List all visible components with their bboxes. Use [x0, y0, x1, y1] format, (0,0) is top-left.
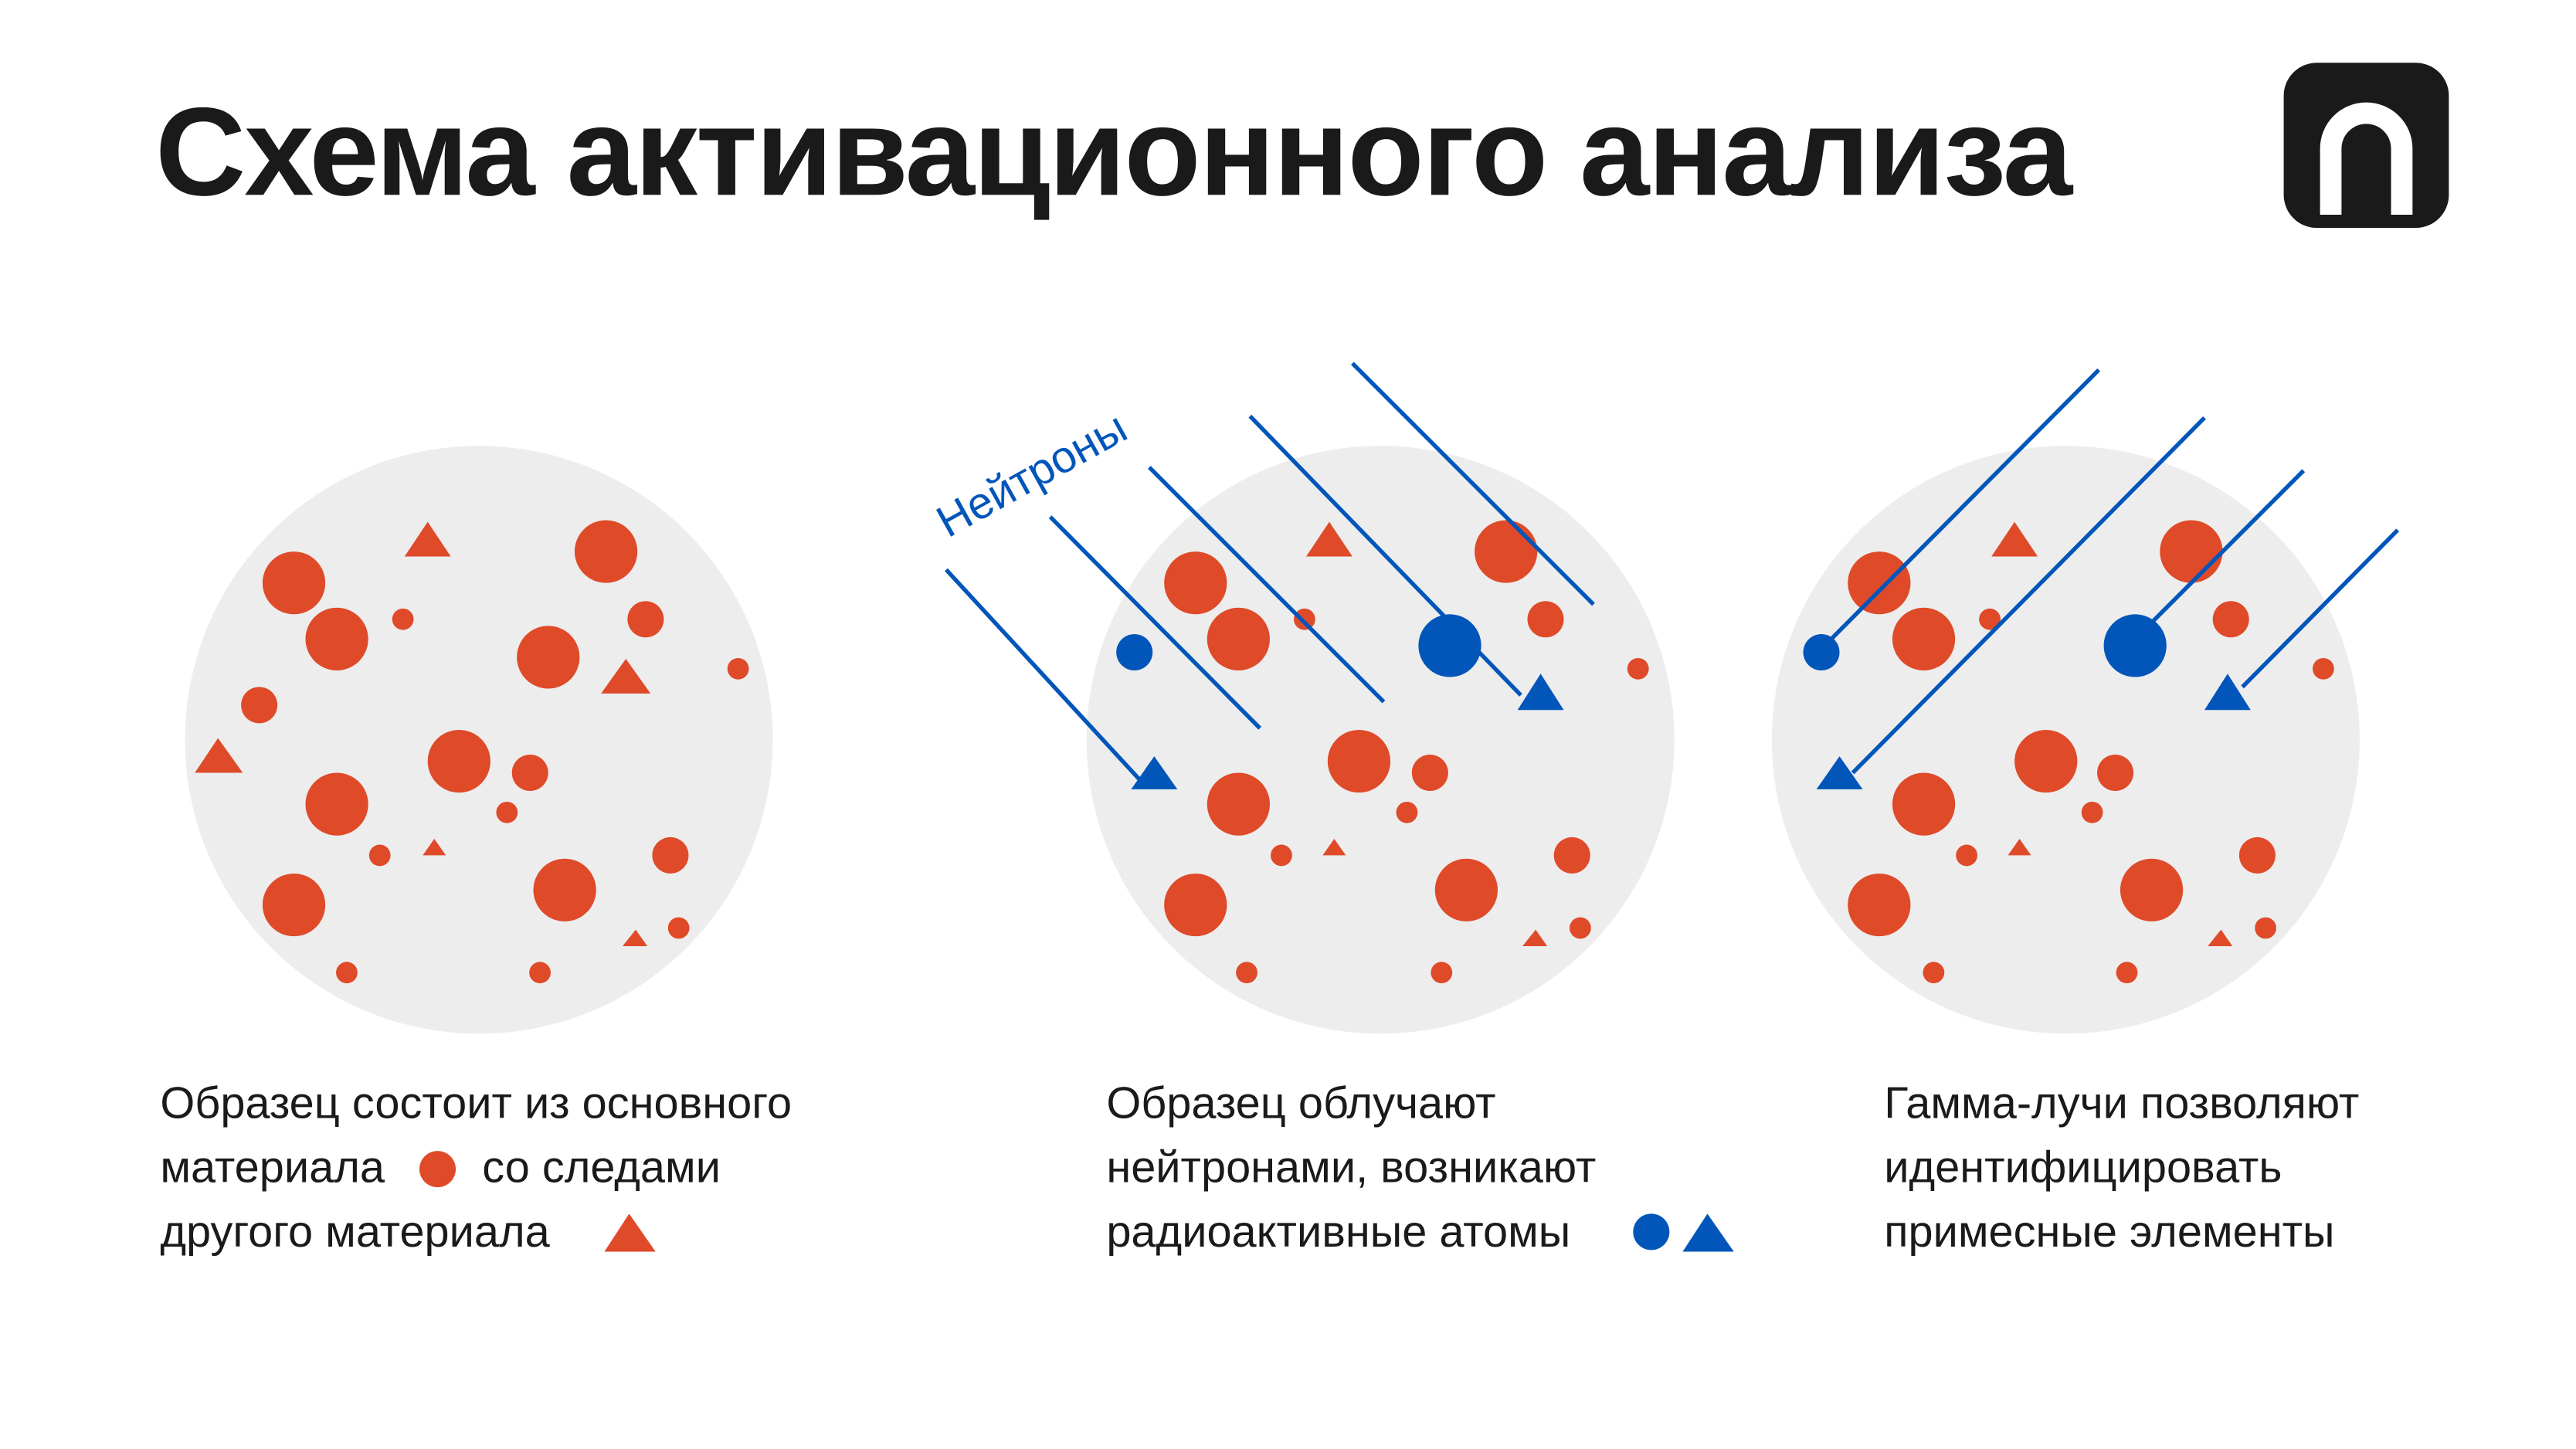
main-material-circle-icon [419, 1151, 456, 1188]
caption-line: материала [160, 1143, 385, 1193]
caption-line: со следами [482, 1143, 721, 1193]
main-material-atoms [1164, 520, 1649, 984]
radioactive-triangle-icon [1682, 1213, 1734, 1252]
gamma-rays [1828, 368, 2400, 775]
panel-gamma [1771, 368, 2400, 1034]
caption-line: идентифицировать [1884, 1143, 2282, 1193]
caption-line: Образец облучают [1106, 1078, 1495, 1128]
caption-irradiation: Образец облучают нейтронами, возникают р… [1106, 1078, 1734, 1257]
radioactive-atoms [1803, 614, 2251, 789]
neutron-beams [945, 361, 1595, 781]
caption-line: нейтронами, возникают [1106, 1143, 1596, 1193]
main-material-atoms [1848, 520, 2334, 984]
radioactive-circle-icon [1633, 1213, 1670, 1250]
page-title: Схема активационного анализа [155, 82, 2074, 222]
trace-material-atoms [195, 521, 651, 947]
arch-n-logo-icon [2283, 63, 2449, 229]
caption-line: Гамма-лучи позволяют [1884, 1078, 2359, 1128]
caption-line: Образец состоит из основного [160, 1078, 792, 1128]
trace-material-triangle-icon [604, 1213, 656, 1252]
main-material-atoms [241, 520, 749, 984]
caption-line: примесные элементы [1884, 1207, 2334, 1257]
caption-line: радиоактивные атомы [1106, 1207, 1570, 1257]
caption-gamma: Гамма-лучи позволяют идентифицировать пр… [1884, 1078, 2359, 1257]
caption-sample: Образец состоит из основного материала с… [160, 1078, 792, 1257]
neutrons-label: Нейтроны [928, 402, 1135, 547]
caption-line: другого материала [160, 1207, 550, 1257]
panel-sample [185, 446, 773, 1034]
radioactive-atoms [1116, 614, 1564, 789]
panel-irradiation: Нейтроны [928, 361, 1675, 1034]
